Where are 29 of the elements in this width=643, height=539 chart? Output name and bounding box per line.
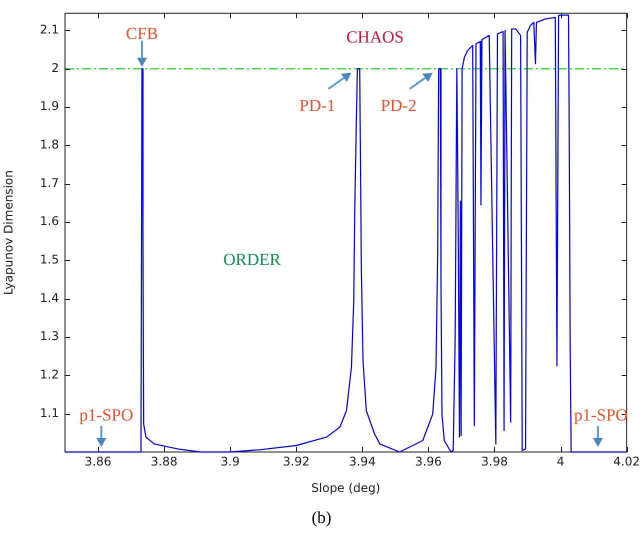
- x-tick-label: 3.92: [282, 454, 310, 468]
- y-tick-label: 1.3: [40, 329, 59, 344]
- x-axis-title: Slope (deg): [311, 480, 380, 495]
- x-tick-label: 4.02: [613, 454, 640, 468]
- annotation: CHAOS: [346, 28, 404, 47]
- annotation: PD-1: [299, 96, 336, 116]
- x-tick-label: 4: [556, 454, 564, 468]
- y-tick-label: 1.2: [40, 367, 59, 382]
- y-axis-title: Lyapunov Dimension: [1, 170, 16, 296]
- x-tick-label: 3.98: [481, 454, 508, 468]
- x-tick-label: 3.86: [84, 454, 112, 468]
- y-tick-label: 2: [51, 60, 59, 75]
- annotation: PD-2: [380, 96, 417, 116]
- x-tick-label: 3.9: [220, 454, 240, 468]
- y-tick-label: 1.8: [40, 138, 59, 152]
- x-tick-label: 3.94: [348, 454, 376, 468]
- y-tick-label: 1.6: [40, 214, 59, 228]
- annotation: p1-SPO: [79, 405, 134, 424]
- text: (b): [310, 507, 332, 528]
- x-tick-label: 3.88: [150, 454, 178, 468]
- y-tick-label: 1.1: [40, 406, 59, 420]
- x-tick-label: 3.96: [415, 454, 442, 468]
- y-tick-label: 2.1: [40, 22, 59, 37]
- y-tick-label: 1.7: [40, 176, 59, 190]
- annotation: CFB: [126, 24, 158, 44]
- y-tick-label: 1.5: [40, 252, 59, 267]
- y-tick-label: 1.9: [40, 99, 59, 114]
- y-tick-label: 1.4: [40, 290, 59, 305]
- annotation: ORDER: [223, 250, 282, 270]
